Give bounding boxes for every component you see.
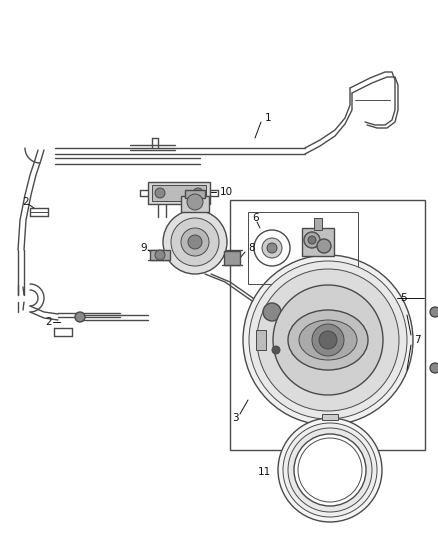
- Bar: [152, 185, 206, 201]
- Bar: [150, 250, 170, 260]
- Circle shape: [298, 438, 362, 502]
- Circle shape: [430, 363, 438, 373]
- Text: 11: 11: [258, 467, 271, 477]
- Text: 10: 10: [220, 187, 233, 197]
- Circle shape: [249, 261, 407, 419]
- Circle shape: [272, 346, 280, 354]
- Circle shape: [267, 243, 277, 253]
- Circle shape: [278, 418, 382, 522]
- Text: 1: 1: [265, 113, 272, 123]
- Circle shape: [243, 255, 413, 425]
- Circle shape: [304, 232, 320, 248]
- Circle shape: [187, 194, 203, 210]
- Circle shape: [155, 250, 165, 260]
- Bar: [302, 228, 334, 256]
- Circle shape: [257, 269, 399, 411]
- Ellipse shape: [299, 320, 357, 360]
- Bar: [181, 196, 209, 212]
- Text: 6: 6: [252, 213, 258, 223]
- Bar: [322, 414, 338, 420]
- Circle shape: [308, 236, 316, 244]
- Text: 8: 8: [248, 243, 254, 253]
- Circle shape: [263, 303, 281, 321]
- Circle shape: [254, 230, 290, 266]
- Circle shape: [171, 218, 219, 266]
- Circle shape: [430, 307, 438, 317]
- Bar: [248, 212, 358, 284]
- Circle shape: [319, 331, 337, 349]
- Text: 3: 3: [232, 413, 239, 423]
- Circle shape: [188, 235, 202, 249]
- Bar: [148, 182, 210, 204]
- Bar: [314, 218, 322, 230]
- Text: 5: 5: [400, 293, 406, 303]
- Text: 7: 7: [414, 335, 420, 345]
- Circle shape: [163, 210, 227, 274]
- Text: 2: 2: [22, 197, 28, 207]
- Text: 9: 9: [140, 243, 147, 253]
- Circle shape: [312, 324, 344, 356]
- Circle shape: [193, 188, 203, 198]
- Circle shape: [294, 434, 366, 506]
- Circle shape: [283, 423, 377, 517]
- Circle shape: [317, 239, 331, 253]
- Bar: [230, 200, 425, 450]
- Bar: [256, 330, 266, 350]
- Circle shape: [181, 228, 209, 256]
- Circle shape: [75, 312, 85, 322]
- Bar: [224, 251, 240, 265]
- Circle shape: [288, 428, 372, 512]
- Circle shape: [155, 188, 165, 198]
- Bar: [185, 190, 205, 198]
- Circle shape: [262, 238, 282, 258]
- Text: 2: 2: [45, 317, 52, 327]
- Ellipse shape: [288, 310, 368, 370]
- Circle shape: [273, 285, 383, 395]
